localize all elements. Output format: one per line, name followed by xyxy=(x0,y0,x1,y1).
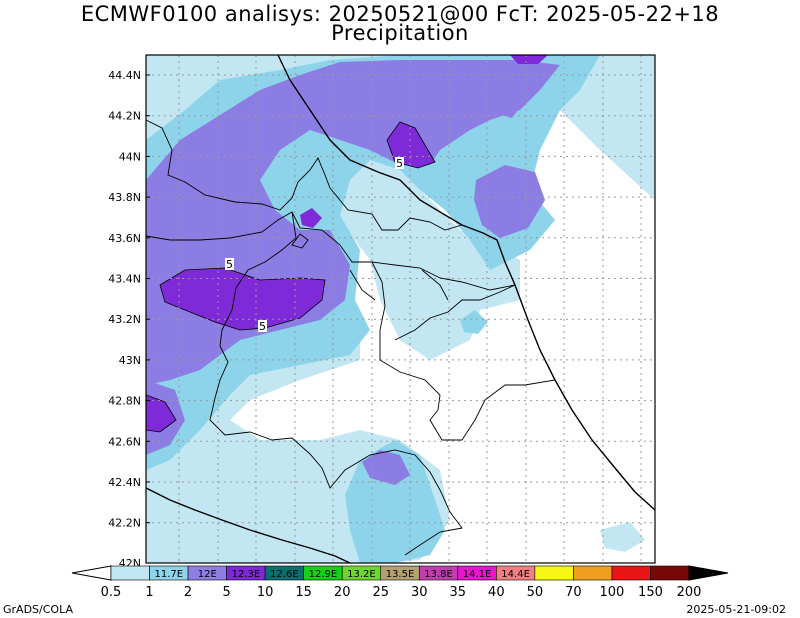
precip-area-purple xyxy=(510,55,548,64)
colorbar-lon-label: 13.8E xyxy=(424,569,453,580)
colorbar-lon-label: 12E xyxy=(198,569,217,580)
colorbar-swatch xyxy=(110,565,150,581)
colorbar-lon-label: 12.6E xyxy=(270,569,299,580)
precip-area-lavender xyxy=(474,165,545,238)
map-subtitle: Precipitation xyxy=(331,21,469,45)
colorbar-lower-arrow xyxy=(71,565,112,581)
colorbar-lon-label: 12.3E xyxy=(232,569,261,580)
precip-area-light xyxy=(600,522,645,552)
lat-lon-grid xyxy=(146,55,655,563)
colorbar-value-label: 50 xyxy=(527,585,544,600)
footer-credit: GrADS/COLA xyxy=(3,603,73,616)
plot-frame xyxy=(145,54,656,564)
colorbar-value-label: 2 xyxy=(184,585,192,600)
coastline xyxy=(145,487,351,564)
colorbar-swatch xyxy=(611,565,651,581)
colorbar-value-label: 40 xyxy=(488,585,505,600)
colorbar-lon-label: 14.1E xyxy=(463,569,492,580)
precip-area-purple xyxy=(300,208,322,228)
precip-area-purple xyxy=(160,268,325,330)
precip-area-lavender xyxy=(495,90,522,118)
precip-area-lavender xyxy=(362,450,410,485)
colorbar-value-label: 10 xyxy=(257,585,274,600)
latitude-axis: 44.4N 44.2N 44N 43.8N 43.6N 43.4N 43.2N 43N 42.8… xyxy=(108,69,150,570)
coastline xyxy=(277,54,656,511)
colorbar-lon-label: 13.2E xyxy=(347,569,376,580)
lat-tick-label: 44.4N xyxy=(108,69,141,82)
colorbar-value-label: 5 xyxy=(222,585,230,600)
precipitation-field xyxy=(146,55,655,563)
colorbar-value-label: 25 xyxy=(372,585,389,600)
contour-label: 5 xyxy=(259,320,266,333)
colorbar-swatch xyxy=(650,565,690,581)
lat-tick-label: 43N xyxy=(119,354,141,367)
contour-label: 5 xyxy=(226,258,233,271)
colorbar-value-label: 35 xyxy=(450,585,467,600)
lat-tick-label: 44N xyxy=(119,150,141,163)
colorbar-swatch xyxy=(573,565,613,581)
contour-label: 5 xyxy=(396,157,403,170)
colorbar-value-label: 100 xyxy=(600,585,625,600)
lat-tick-label: 42.6N xyxy=(108,435,141,448)
colorbar-value-label: 20 xyxy=(334,585,351,600)
lat-tick-label: 43.8N xyxy=(108,191,141,204)
colorbar-value-label: 70 xyxy=(565,585,582,600)
lat-tick-label: 42.4N xyxy=(108,476,141,489)
footer-timestamp: 2025-05-21-09:02 xyxy=(686,603,786,616)
colorbar-value-label: 30 xyxy=(411,585,428,600)
colorbar-value-label: 15 xyxy=(295,585,312,600)
colorbar-value-label: 0.5 xyxy=(101,585,122,600)
colorbar-upper-arrow xyxy=(688,565,729,581)
lat-tick-label: 42.2N xyxy=(108,517,141,530)
precip-area-mid xyxy=(460,310,488,334)
colorbar-value-label: 200 xyxy=(677,585,702,600)
lat-tick-label: 43.4N xyxy=(108,273,141,286)
colorbar-lon-label: 14.4E xyxy=(501,569,530,580)
lat-tick-label: 43.6N xyxy=(108,232,141,245)
colorbar-lon-label: 11.7E xyxy=(155,569,184,580)
colorbar-lon-label: 13.5E xyxy=(386,569,415,580)
colorbar-swatch xyxy=(534,565,574,581)
colorbar-value-label: 1 xyxy=(145,585,153,600)
precip-area-purple xyxy=(146,395,176,432)
colorbar-value-label: 150 xyxy=(638,585,663,600)
map-title: ECMWF0100 analisys: 20250521@00 FcT: 202… xyxy=(80,2,720,26)
lat-tick-label: 42.8N xyxy=(108,395,141,408)
administrative-borders xyxy=(145,119,556,556)
lat-tick-label: 44.2N xyxy=(108,110,141,123)
lat-tick-label: 43.2N xyxy=(108,313,141,326)
contour-labels: 5 5 5 xyxy=(225,157,404,333)
colorbar-lon-label: 12.9E xyxy=(309,569,338,580)
